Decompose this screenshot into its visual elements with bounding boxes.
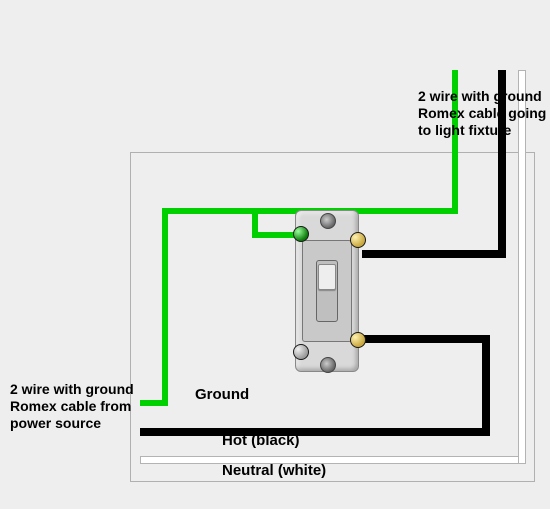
silver-screw: [293, 344, 309, 360]
mount-hole-bottom: [320, 357, 336, 373]
toggle-lever[interactable]: [318, 264, 336, 290]
label-neutral: Neutral (white): [222, 462, 326, 480]
brass-screw-top: [350, 232, 366, 248]
mount-hole-top: [320, 213, 336, 229]
hot-wire-fixture-horizontal: [362, 250, 506, 258]
ground-wire-source-v: [162, 208, 168, 406]
hot-wire-source-horizontal: [140, 428, 490, 436]
brass-screw-bottom: [350, 332, 366, 348]
label-from-source: 2 wire with ground Romex cable from powe…: [10, 381, 134, 431]
ground-screw: [293, 226, 309, 242]
label-to-fixture: 2 wire with ground Romex cable going to …: [418, 88, 546, 138]
label-hot: Hot (black): [222, 432, 300, 450]
hot-wire-source-vertical: [482, 335, 490, 436]
label-ground: Ground: [195, 386, 249, 404]
neutral-wire-horizontal: [140, 456, 520, 464]
ground-wire-to-screw: [252, 232, 298, 238]
hot-wire-to-bottom-screw: [362, 335, 490, 343]
wiring-diagram: 2 wire with ground Romex cable going to …: [0, 0, 550, 509]
